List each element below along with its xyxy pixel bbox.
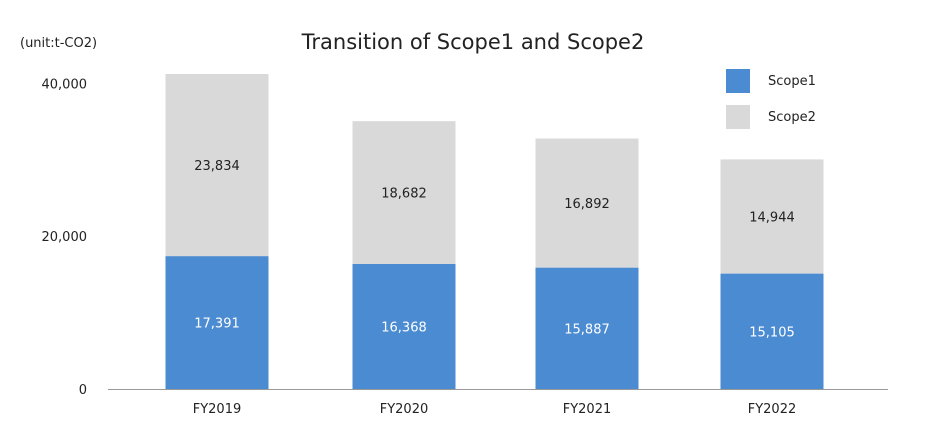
chart-legend: Scope1 Scope2 [726,66,816,138]
x-tick-label: FY2022 [748,402,797,417]
bar-segment-scope2-fy2021 [535,138,639,268]
x-tick-label: FY2020 [380,402,429,417]
bar-segment-scope2-fy2022 [720,159,824,274]
bar-segment-scope1-fy2021 [535,267,639,389]
legend-swatch-scope2 [726,105,750,129]
y-tick-label: 20,000 [42,230,88,245]
x-tick-label: FY2019 [193,402,242,417]
x-tick-label: FY2021 [563,402,612,417]
legend-label-scope1: Scope1 [768,73,816,89]
bar-segment-scope2-fy2019 [165,74,269,257]
y-tick-label: 0 [79,383,87,398]
legend-label-scope2: Scope2 [768,109,816,125]
bar-segment-scope1-fy2022 [720,273,824,389]
chart-title: Transition of Scope1 and Scope2 [301,30,645,54]
data-label: 23,834 [194,159,240,174]
y-tick-label: 40,000 [42,77,88,92]
legend-item-scope1: Scope1 [726,66,816,96]
bar-segment-scope1-fy2019 [165,256,269,389]
bar-segment-scope1-fy2020 [352,263,456,389]
data-label: 15,105 [749,325,795,340]
data-label: 18,682 [381,187,427,202]
data-label: 16,368 [381,320,427,335]
legend-swatch-scope1 [726,69,750,93]
unit-label: (unit:t-CO2) [20,36,98,51]
data-label: 16,892 [564,197,610,212]
data-label: 14,944 [749,210,795,225]
data-label: 15,887 [564,322,610,337]
legend-item-scope2: Scope2 [726,102,816,132]
bar-segment-scope2-fy2020 [352,121,456,264]
data-label: 17,391 [194,317,240,332]
